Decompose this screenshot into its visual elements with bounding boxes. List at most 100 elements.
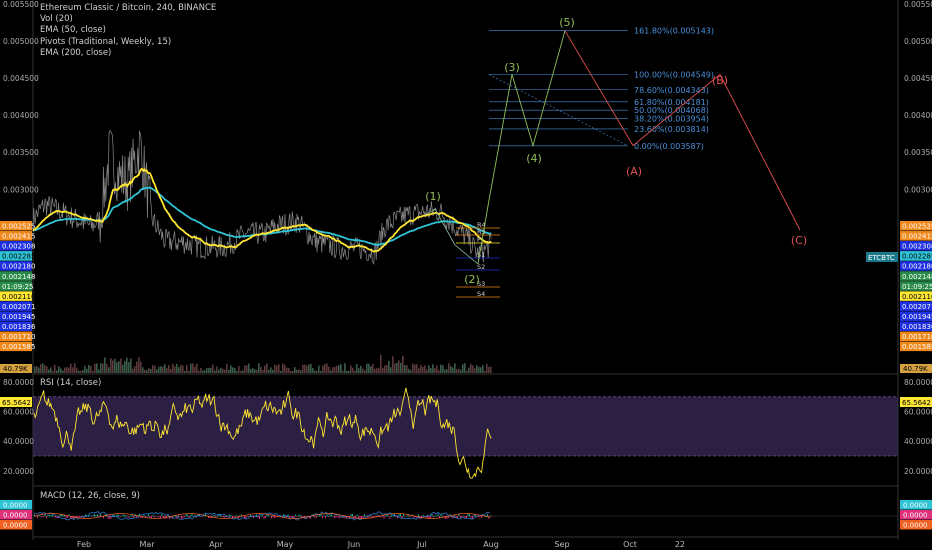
time-label: Oct [623, 540, 637, 549]
price-badge-right[interactable] [900, 331, 932, 342]
volume-bar [148, 368, 150, 373]
macd-badge-left-label: 0.0000 [3, 502, 28, 510]
macd-hist-bar [226, 515, 227, 517]
volume-bar [444, 369, 446, 373]
price-badge-left[interactable] [0, 331, 32, 342]
macd-hist-bar [326, 514, 328, 517]
macd-hist-bar [290, 516, 292, 518]
indicator-ema50[interactable]: EMA (50, close) [40, 25, 106, 36]
price-badge-left[interactable] [0, 261, 32, 271]
wave-label[interactable]: (C) [791, 234, 807, 247]
volume-bar [280, 370, 282, 373]
price-badge-left[interactable] [0, 231, 32, 241]
price-badge-left[interactable] [0, 221, 32, 231]
macd-hist-bar [64, 514, 65, 517]
macd-hist-bar [49, 514, 50, 517]
macd-hist-bar [146, 515, 148, 517]
volume-bar [428, 365, 430, 373]
rsi-line[interactable] [33, 387, 492, 479]
price-badge-left[interactable] [0, 341, 32, 352]
macd-hist-bar [283, 514, 284, 517]
price-badge-right[interactable] [900, 261, 932, 271]
price-badge-left[interactable] [0, 241, 32, 251]
macd-hist-bar [184, 516, 185, 518]
price-badge-left[interactable] [0, 291, 32, 301]
macd-hist-bar [37, 516, 38, 519]
macd-label[interactable]: MACD (12, 26, close, 9) [40, 491, 140, 501]
price-badge-right[interactable] [900, 341, 932, 352]
wave-label[interactable]: (4) [526, 152, 542, 165]
volume-bar [60, 368, 62, 373]
volume-bar [222, 368, 224, 373]
price-badge-left[interactable] [0, 311, 32, 321]
price-line[interactable] [32, 130, 492, 266]
price-badge-right[interactable] [900, 221, 932, 231]
price-badge-right[interactable] [900, 281, 932, 291]
macd-hist-bar [337, 516, 338, 517]
indicator-ema200[interactable]: EMA (200, close) [40, 47, 112, 58]
volume-bar [332, 367, 334, 373]
volume-bar [296, 369, 298, 373]
volume-bar [422, 366, 424, 373]
ema50-line[interactable] [32, 167, 492, 253]
price-badge-right[interactable] [900, 271, 932, 281]
volume-bar [200, 368, 202, 373]
wave-label[interactable]: (B) [712, 74, 728, 87]
volume-bar [282, 363, 284, 373]
wave-label[interactable]: (3) [504, 61, 520, 74]
wave-label[interactable]: (5) [559, 16, 575, 29]
volume-bar [292, 370, 294, 373]
price-badge-right[interactable] [900, 231, 932, 241]
macd-hist-bar [445, 516, 446, 519]
corrective-wave-path[interactable] [564, 30, 801, 231]
macd-hist-bar [416, 516, 418, 519]
macd-hist-bar [158, 516, 160, 518]
macd-hist-bar [217, 515, 218, 517]
macd-hist-bar [461, 516, 463, 518]
volume-bar [358, 368, 360, 373]
macd-hist-bar [460, 516, 461, 518]
macd-hist-bar [175, 515, 176, 517]
price-badge-right[interactable] [900, 241, 932, 251]
price-badge-right[interactable] [900, 301, 932, 311]
volume-bar [150, 369, 152, 373]
volume-bar [454, 363, 456, 373]
wave-label[interactable]: (A) [626, 165, 642, 178]
wave-label[interactable]: (2) [464, 273, 480, 286]
macd-line[interactable] [33, 511, 491, 521]
macd-hist-bar [277, 516, 278, 518]
symbol-tag[interactable] [866, 252, 898, 262]
volume-bar [224, 369, 226, 373]
volume-bar [406, 365, 408, 373]
macd-hist-bar [208, 516, 209, 519]
indicator-vol[interactable]: Vol (20) [40, 14, 73, 25]
price-badge-right[interactable] [900, 321, 932, 332]
indicator-pivots[interactable]: Pivots (Traditional, Weekly, 15) [40, 36, 172, 47]
macd-hist-bar [209, 516, 211, 519]
macd-badge-right-label: 0.0000 [903, 502, 928, 510]
price-badge-left[interactable] [0, 281, 32, 291]
price-badge-left[interactable] [0, 301, 32, 311]
price-badge-right[interactable] [900, 291, 932, 301]
macd-hist-bar [202, 516, 203, 517]
macd-hist-bar [221, 516, 223, 518]
price-badge-left[interactable] [0, 321, 32, 332]
macd-hist-bar [263, 516, 265, 519]
impulse-wave-path[interactable] [477, 30, 566, 265]
price-badge-left[interactable] [0, 251, 32, 261]
macd-hist-bar [38, 514, 40, 517]
macd-signal-line[interactable] [33, 513, 491, 519]
rsi-value-right: 65.5642 [902, 399, 931, 407]
price-badge-right-label: 0.002148 [902, 273, 932, 281]
price-badge-right[interactable] [900, 251, 932, 261]
wave-label[interactable]: (1) [425, 190, 441, 203]
price-badge-left[interactable] [0, 271, 32, 281]
macd-hist-bar [179, 516, 181, 518]
price-badge-right[interactable] [900, 311, 932, 321]
macd-hist-bar [328, 516, 329, 517]
chart-title[interactable]: Ethereum Classic / Bitcoin, 240, BINANCE [40, 3, 217, 13]
rsi-label[interactable]: RSI (14, close) [40, 378, 102, 388]
volume-bar [294, 367, 296, 373]
volume-bar [244, 365, 246, 373]
